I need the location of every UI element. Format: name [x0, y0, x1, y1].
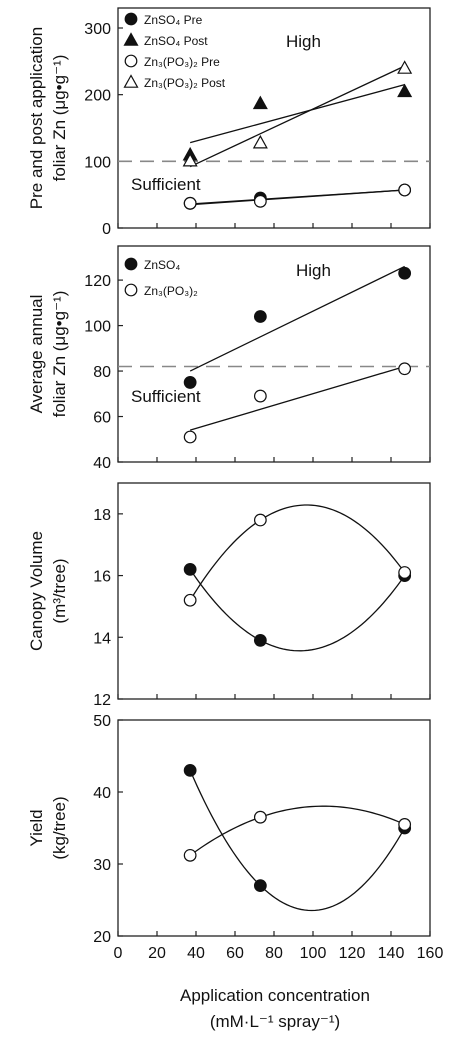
data-point-series-1 — [398, 266, 412, 280]
y-axis-label-line1: Average annual — [27, 295, 46, 414]
y-tick-label: 120 — [84, 273, 111, 290]
x-tick-label: 120 — [339, 945, 366, 962]
fit-line-1 — [189, 265, 405, 372]
data-point-series-2 — [398, 362, 412, 376]
y-tick-label: 100 — [84, 154, 111, 171]
data-point-series-2 — [183, 848, 197, 862]
fit-curve-2 — [189, 504, 406, 601]
x-tick-label: 140 — [378, 945, 405, 962]
data-point-series-2 — [253, 810, 267, 824]
region-label-sufficient: Sufficient — [131, 175, 201, 194]
legend-marker-2 — [124, 283, 138, 297]
plot-frame — [117, 482, 431, 700]
fit-curve-2 — [189, 805, 405, 856]
data-point-series-1 — [253, 879, 267, 892]
data-point-series-3 — [183, 196, 197, 210]
region-label-high: High — [286, 32, 321, 51]
legend-label-2: Zn₃(PO₃)₂ — [144, 284, 198, 298]
legend-label-1: ZnSO₄ — [144, 258, 180, 272]
y-tick-label: 300 — [84, 21, 111, 38]
y-axis-label-line2: (m³/tree) — [50, 558, 69, 623]
y-axis-label-line1: Canopy Volume — [27, 531, 46, 651]
legend-label-2: ZnSO₄ Post — [144, 34, 208, 48]
data-point-series-3 — [398, 183, 412, 197]
y-tick-label: 14 — [93, 630, 111, 647]
fit-curve-1 — [189, 569, 406, 652]
data-point-series-1 — [183, 563, 197, 576]
data-point-series-2 — [253, 513, 267, 527]
data-point-series-4 — [182, 152, 198, 167]
y-axis-label: Average annual foliar Zn (μg•g⁻¹) — [27, 291, 69, 418]
y-tick-label: 60 — [93, 410, 111, 427]
y-axis-label-line2: foliar Zn (μg•g⁻¹) — [50, 55, 69, 182]
data-point-series-2 — [397, 83, 413, 98]
y-axis-label-line1: Yield — [27, 809, 46, 846]
x-tick-label: 40 — [187, 945, 205, 962]
data-point-series-2 — [398, 818, 412, 831]
y-axis-label-line2: foliar Zn (μg•g⁻¹) — [50, 291, 69, 418]
legend: ZnSO₄ Pre ZnSO₄ Post Zn₃(PO₃)₂ Pre Zn₃(PO₃)… — [123, 12, 226, 90]
fit-line-2 — [189, 365, 405, 431]
x-tick-label: 80 — [265, 945, 283, 962]
fit-line-3 — [190, 189, 405, 206]
data-point-series-1 — [253, 310, 267, 323]
y-axis-label: Canopy Volume (m³/tree) — [27, 531, 69, 651]
legend-marker-1 — [124, 257, 138, 271]
data-point-series-2 — [398, 566, 412, 579]
plot-frame — [117, 245, 431, 463]
legend-label-1: ZnSO₄ Pre — [144, 13, 203, 27]
x-tick-label: 0 — [114, 945, 123, 962]
legend: ZnSO₄ Zn₃(PO₃)₂ — [124, 257, 198, 298]
data-point-series-1 — [253, 633, 267, 647]
legend-marker-3 — [124, 54, 138, 68]
y-tick-label: 50 — [93, 713, 111, 730]
x-axis-label-line1: Application concentration — [180, 986, 370, 1005]
panel-1: 0 100 200 300 Pre and post application foliar… — [27, 7, 431, 238]
x-axis-label-line2: (mM·L⁻¹ spray⁻¹) — [210, 1012, 340, 1031]
legend-marker-2 — [123, 32, 139, 46]
panel-3: 12 14 16 18 Canopy Volume (m³/tree) — [27, 482, 431, 709]
y-tick-label: 12 — [93, 692, 111, 709]
y-axis-label-line1: Pre and post application — [27, 27, 46, 209]
data-point-series-4 — [252, 134, 268, 149]
x-tick-label: 100 — [300, 945, 327, 962]
y-tick-label: 20 — [93, 929, 111, 946]
y-tick-label: 16 — [93, 569, 111, 586]
data-point-series-1 — [183, 764, 197, 777]
x-tick-label: 160 — [417, 945, 444, 962]
data-point-series-1 — [183, 376, 197, 389]
legend-marker-4 — [123, 74, 139, 88]
legend-label-4: Zn₃(PO₃)₂ Post — [144, 76, 226, 90]
plot-frame — [117, 719, 431, 937]
y-axis-label: Yield (kg/tree) — [27, 796, 69, 859]
y-tick-label: 0 — [102, 221, 111, 238]
x-tick-label: 20 — [148, 945, 166, 962]
x-tick-label: 60 — [226, 945, 244, 962]
fit-curve-1 — [189, 770, 406, 912]
data-point-series-2 — [253, 389, 267, 403]
fit-line-4 — [189, 65, 405, 168]
y-tick-label: 40 — [93, 455, 111, 472]
y-axis-label-line2: (kg/tree) — [50, 796, 69, 859]
data-point-series-2 — [183, 593, 197, 607]
legend-marker-1 — [124, 12, 138, 26]
data-point-series-2 — [183, 430, 197, 444]
data-point-series-4 — [397, 60, 413, 74]
y-tick-label: 80 — [93, 364, 111, 381]
y-axis-label: Pre and post application foliar Zn (μg•g⁻… — [27, 27, 69, 209]
fit-line-2 — [189, 84, 405, 144]
y-tick-label: 100 — [84, 319, 111, 336]
region-label-sufficient: Sufficient — [131, 387, 201, 406]
y-tick-label: 40 — [93, 785, 111, 802]
data-point-series-3 — [253, 194, 267, 208]
y-tick-label: 18 — [93, 507, 111, 524]
legend-label-3: Zn₃(PO₃)₂ Pre — [144, 55, 220, 69]
y-tick-label: 200 — [84, 88, 111, 105]
y-tick-label: 30 — [93, 857, 111, 874]
data-point-series-2 — [252, 95, 268, 110]
region-label-high: High — [296, 261, 331, 280]
panel-2: 40 60 80 100 120 Average annual foliar Zn (μg•… — [27, 245, 431, 472]
